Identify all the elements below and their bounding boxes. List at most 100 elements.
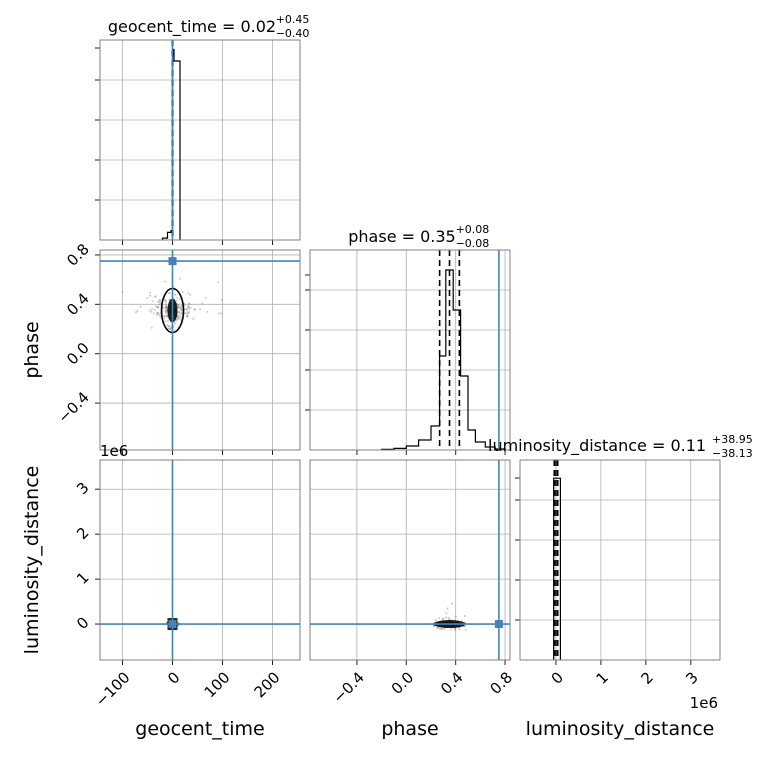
scatter-pg-truth-marker (168, 257, 177, 266)
sample-point (156, 311, 159, 314)
sample-point (151, 308, 154, 310)
scatter-lp-frame (309, 459, 511, 661)
sample-point (149, 291, 152, 294)
sample-point (185, 308, 188, 311)
hist-phase-frame (309, 249, 511, 451)
sample-point (165, 305, 168, 308)
ylabel-phase: phase (21, 321, 43, 378)
title-phase-text: phase = 0.35 (348, 227, 455, 246)
sample-point (180, 306, 183, 309)
sample-point (157, 312, 159, 314)
sample-point (139, 305, 142, 308)
sample-point (178, 303, 181, 306)
sample-point (192, 318, 195, 320)
sample-point (151, 300, 154, 303)
hist-geocent-time-steps (161, 48, 181, 240)
sample-point (164, 299, 167, 302)
scatter-lg-truth-marker (168, 620, 177, 629)
ytick-label-luminosity-distance: 3 (73, 479, 92, 498)
sample-point (165, 309, 168, 312)
sample-point (184, 312, 187, 315)
hist-luminosity-distance: 0 1 2 3 1e6 luminosity_distance luminosity_dis… (488, 433, 753, 740)
xtick-label-phase: −0.4 (329, 668, 367, 706)
sample-point (175, 299, 178, 302)
sample-point (187, 306, 190, 309)
ytick-label-phase: 0.0 (63, 339, 93, 369)
sample-point (158, 314, 161, 317)
title-geocent-time-text: geocent_time = 0.02 (108, 17, 276, 37)
scatter-pg-frame (99, 249, 301, 451)
sample-point (438, 617, 441, 620)
sample-point (446, 607, 449, 610)
scatter-phase-vs-geocent-time: −0.4 0.0 0.4 0.8 phase (21, 240, 301, 455)
xtick-label-phase: 0.4 (437, 668, 467, 698)
sample-point (154, 295, 157, 298)
sample-point (176, 303, 179, 306)
xtick-label-geocent-time: 200 (251, 668, 284, 701)
sample-point (440, 628, 443, 631)
title-geocent-time-lower: −0.40 (276, 27, 310, 40)
sample-point (458, 628, 461, 631)
title-luminosity-distance-text: luminosity_distance = 0.11 (488, 436, 706, 456)
sample-point (448, 617, 450, 620)
sample-point (177, 311, 179, 314)
sample-point (165, 311, 168, 314)
sample-point (441, 618, 444, 621)
sample-point (176, 318, 179, 321)
sample-point (176, 305, 179, 308)
sample-point (161, 307, 164, 310)
sample-point (157, 306, 160, 309)
sample-point (164, 310, 167, 313)
sample-point (163, 315, 166, 318)
sample-point (183, 302, 186, 305)
sample-point (194, 308, 197, 311)
sample-point (165, 306, 168, 308)
title-luminosity-distance-upper: +38.95 (712, 433, 753, 446)
sample-point (163, 298, 166, 301)
sample-point (183, 312, 186, 315)
xtick-label-luminosity-distance: 1 (592, 668, 611, 687)
sample-point (180, 308, 183, 311)
sample-point (177, 305, 180, 308)
sample-point (153, 308, 156, 311)
sample-point (463, 615, 466, 617)
sample-point (164, 315, 167, 317)
sample-point (443, 628, 445, 630)
sample-point (165, 308, 168, 311)
xlabel-luminosity-distance: luminosity_distance (526, 718, 715, 740)
sample-point (165, 314, 168, 317)
sample-point (168, 327, 171, 330)
sample-point (155, 305, 158, 308)
xtick-label-geocent-time: 0 (164, 668, 183, 687)
sample-point (152, 312, 155, 315)
sample-point (186, 314, 189, 317)
sample-point (436, 627, 439, 630)
sample-point (157, 312, 160, 315)
sample-point (164, 301, 167, 304)
xtick-label-phase: 0.0 (388, 668, 418, 698)
sample-point (188, 303, 191, 306)
hist-geocent-time-frame (99, 39, 301, 241)
offset-text-x: 1e6 (690, 694, 718, 712)
sample-point (181, 291, 184, 294)
sample-point (146, 297, 149, 299)
sample-point (189, 306, 192, 309)
sample-point (180, 305, 182, 308)
sample-point (135, 311, 137, 314)
sample-point (177, 307, 180, 310)
sample-point (164, 280, 166, 283)
sample-point (217, 281, 219, 284)
ytick-label-luminosity-distance: 2 (73, 524, 92, 543)
sample-point (451, 602, 453, 605)
scatter-lg-frame (99, 459, 301, 661)
sample-point (174, 322, 177, 325)
sample-point (464, 625, 466, 628)
sample-point (156, 313, 159, 316)
sample-point (179, 314, 181, 317)
sample-point (156, 305, 159, 308)
sample-point (186, 315, 189, 318)
sample-point (183, 304, 186, 307)
sample-point (185, 308, 188, 311)
sample-point (187, 302, 190, 305)
sample-point (166, 324, 169, 327)
